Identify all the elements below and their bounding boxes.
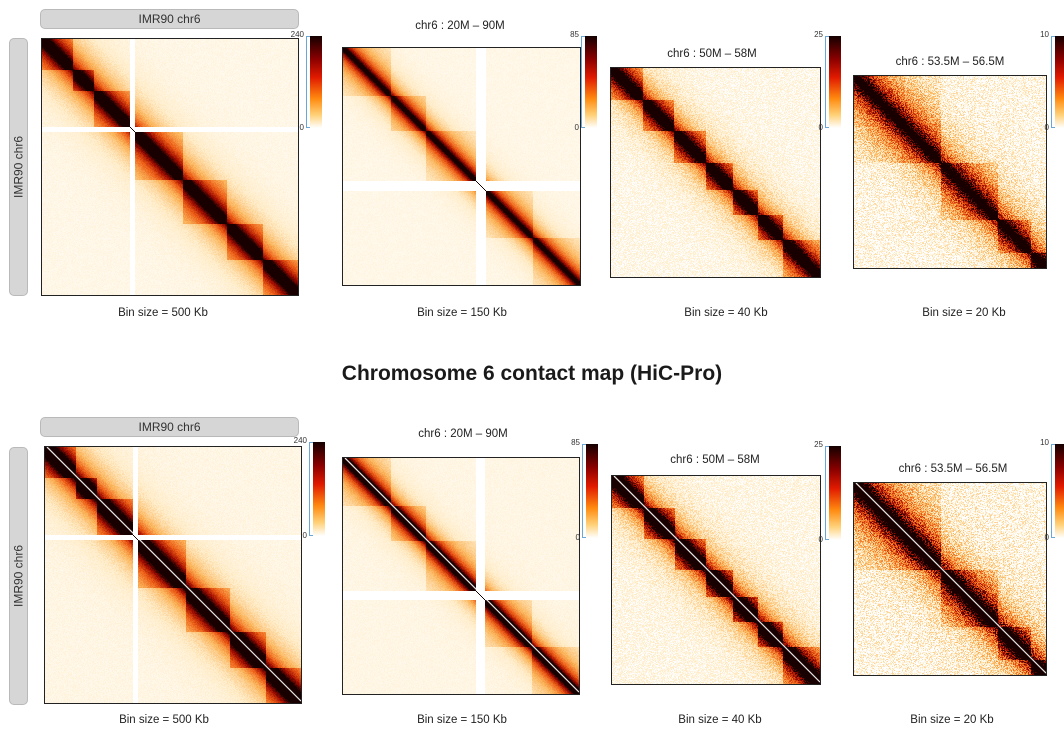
colorbar-top-3 — [829, 36, 841, 128]
colorbar-bottom-4 — [1055, 444, 1064, 538]
colorbar-min-bottom-2: 0 — [575, 533, 580, 542]
top-row-label: IMR90 chr6 — [9, 38, 28, 296]
bin-label-top-3: Bin size = 40 Kb — [684, 307, 768, 319]
map-title-bottom-3: chr6 : 50M – 58M — [670, 454, 760, 466]
colorbar-axis-bottom-1 — [309, 442, 313, 536]
colorbar-axis-bottom-4 — [1051, 444, 1055, 538]
bin-label-top-2: Bin size = 150 Kb — [417, 307, 507, 319]
section-title: Chromosome 6 contact map (HiC-Pro) — [341, 362, 723, 385]
map-title-top-2: chr6 : 20M – 90M — [415, 20, 505, 32]
colorbar-max-bottom-4: 10 — [1040, 438, 1049, 447]
heatmap-top-20kb — [853, 75, 1047, 269]
colorbar-top-2 — [585, 36, 597, 128]
map-title-top-4: chr6 : 53.5M – 56.5M — [895, 56, 1005, 68]
colorbar-max-bottom-3: 25 — [814, 440, 823, 449]
heatmap-bottom-500kb — [44, 446, 302, 704]
bin-label-top-1: Bin size = 500 Kb — [118, 307, 208, 319]
colorbar-axis-top-2 — [581, 36, 585, 128]
colorbar-max-top-3: 25 — [814, 30, 823, 39]
colorbar-min-top-4: 0 — [1044, 123, 1049, 132]
bin-label-bottom-4: Bin size = 20 Kb — [910, 714, 994, 726]
top-col-label: IMR90 chr6 — [40, 9, 299, 29]
colorbar-min-bottom-3: 0 — [818, 535, 823, 544]
heatmap-bottom-20kb — [853, 482, 1047, 676]
colorbar-max-bottom-2: 85 — [571, 438, 580, 447]
colorbar-min-bottom-1: 0 — [302, 531, 307, 540]
map-title-bottom-4: chr6 : 53.5M – 56.5M — [898, 463, 1008, 475]
bin-label-bottom-1: Bin size = 500 Kb — [119, 714, 209, 726]
colorbar-top-4 — [1055, 36, 1064, 128]
colorbar-axis-bottom-3 — [825, 446, 829, 540]
colorbar-bottom-3 — [829, 446, 841, 540]
bin-label-top-4: Bin size = 20 Kb — [922, 307, 1006, 319]
colorbar-min-top-1: 0 — [299, 123, 304, 132]
colorbar-top-1 — [310, 36, 322, 128]
heatmap-top-150kb — [342, 47, 581, 286]
colorbar-axis-top-1 — [306, 36, 310, 128]
heatmap-bottom-40kb — [611, 475, 821, 685]
heatmap-top-500kb — [41, 38, 299, 296]
colorbar-max-top-1: 240 — [290, 30, 304, 39]
heatmap-top-40kb — [610, 67, 821, 278]
colorbar-axis-top-4 — [1051, 36, 1055, 128]
bin-label-bottom-2: Bin size = 150 Kb — [417, 714, 507, 726]
colorbar-max-top-2: 85 — [570, 30, 579, 39]
map-title-bottom-2: chr6 : 20M – 90M — [418, 428, 508, 440]
heatmap-bottom-150kb — [342, 457, 580, 695]
colorbar-max-top-4: 10 — [1040, 30, 1049, 39]
colorbar-min-bottom-4: 0 — [1044, 533, 1049, 542]
colorbar-min-top-2: 0 — [574, 123, 579, 132]
bottom-col-label: IMR90 chr6 — [40, 417, 299, 437]
colorbar-max-bottom-1: 240 — [293, 436, 307, 445]
colorbar-axis-top-3 — [825, 36, 829, 128]
map-title-top-3: chr6 : 50M – 58M — [667, 48, 757, 60]
bottom-row-label: IMR90 chr6 — [9, 447, 28, 705]
bin-label-bottom-3: Bin size = 40 Kb — [678, 714, 762, 726]
colorbar-axis-bottom-2 — [582, 444, 586, 538]
colorbar-bottom-2 — [586, 444, 598, 538]
colorbar-min-top-3: 0 — [818, 123, 823, 132]
colorbar-bottom-1 — [313, 442, 325, 536]
